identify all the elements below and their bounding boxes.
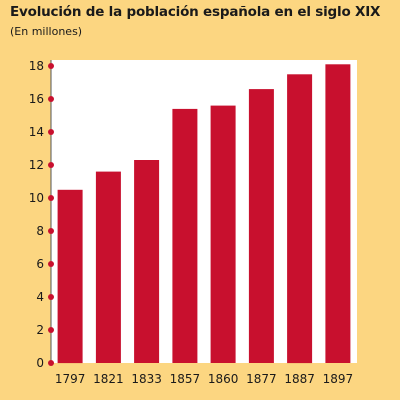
- bar-1887: [287, 74, 313, 364]
- bar-1857: [172, 108, 198, 364]
- y-tick-dot-10: [48, 195, 54, 201]
- bar-1860: [210, 105, 236, 363]
- bar-1897: [325, 64, 351, 364]
- y-tick-dot-18: [48, 63, 54, 69]
- y-tick-label-14: 14: [29, 125, 44, 139]
- y-tick-dot-14: [48, 129, 54, 135]
- y-tick-dot-2: [48, 327, 54, 333]
- y-tick-label-0: 0: [36, 356, 44, 370]
- y-tick-label-16: 16: [29, 92, 44, 106]
- y-tick-label-10: 10: [29, 191, 44, 205]
- bar-1821: [95, 171, 121, 363]
- bar-1877: [248, 89, 274, 363]
- y-tick-label-4: 4: [36, 290, 44, 304]
- bar-1797: [57, 189, 83, 364]
- x-tick-label-1887: 1887: [284, 372, 315, 386]
- chart-subtitle: (En millones): [10, 25, 83, 38]
- x-tick-label-1833: 1833: [131, 372, 162, 386]
- y-tick-dot-4: [48, 294, 54, 300]
- x-tick-label-1860: 1860: [208, 372, 239, 386]
- x-tick-label-1877: 1877: [246, 372, 277, 386]
- x-tick-label-1897: 1897: [323, 372, 354, 386]
- y-tick-label-8: 8: [36, 224, 44, 238]
- y-tick-dot-12: [48, 162, 54, 168]
- y-tick-dot-8: [48, 228, 54, 234]
- y-tick-dot-6: [48, 261, 54, 267]
- y-tick-label-12: 12: [29, 158, 44, 172]
- y-tick-label-18: 18: [29, 59, 44, 73]
- chart-title: Evolución de la población española en el…: [10, 4, 381, 20]
- x-tick-label-1797: 1797: [55, 372, 86, 386]
- y-tick-label-6: 6: [36, 257, 44, 271]
- y-tick-dot-0: [48, 360, 54, 366]
- x-tick-label-1821: 1821: [93, 372, 124, 386]
- x-tick-label-1857: 1857: [170, 372, 201, 386]
- y-tick-label-2: 2: [36, 323, 44, 337]
- y-tick-dot-16: [48, 96, 54, 102]
- bar-1833: [134, 160, 160, 363]
